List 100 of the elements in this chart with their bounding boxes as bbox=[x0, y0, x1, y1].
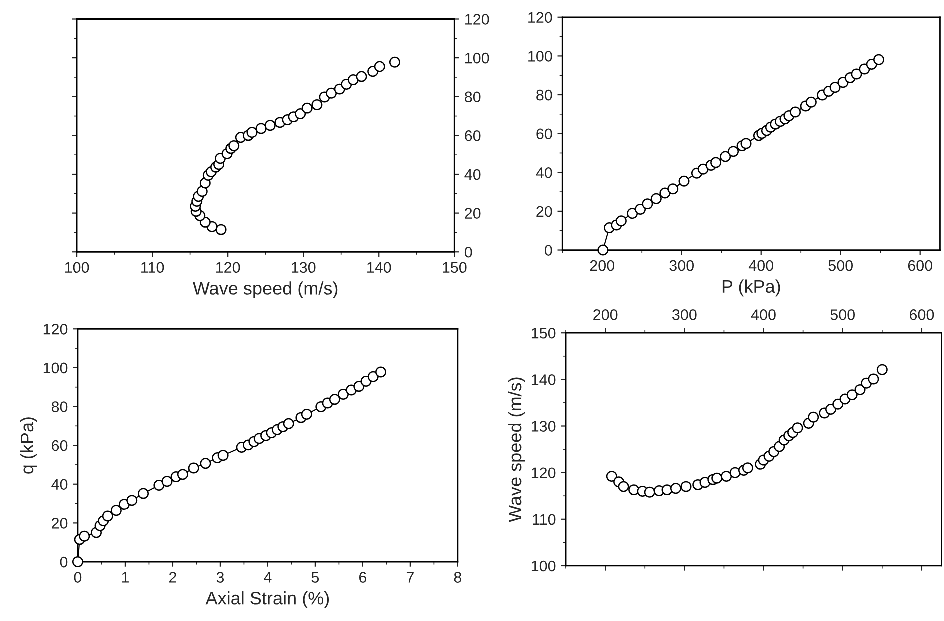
point bbox=[154, 480, 165, 492]
point bbox=[162, 476, 173, 488]
point bbox=[218, 450, 229, 462]
point bbox=[876, 364, 888, 376]
point bbox=[792, 422, 804, 434]
point bbox=[374, 61, 386, 72]
x-tick-label: 300 bbox=[672, 310, 697, 320]
x-tick-label: 600 bbox=[910, 310, 934, 320]
point bbox=[188, 462, 200, 474]
point bbox=[598, 244, 609, 256]
point bbox=[826, 404, 836, 415]
y-tick-label: 60 bbox=[536, 128, 552, 140]
y-tick-label: 40 bbox=[464, 169, 481, 180]
y-tick-label: 120 bbox=[528, 12, 552, 24]
point bbox=[874, 54, 884, 66]
y-axis-title: q (kPa) bbox=[20, 418, 38, 474]
y-tick-label: 0 bbox=[545, 245, 552, 256]
point bbox=[710, 157, 722, 168]
point bbox=[628, 484, 640, 496]
point bbox=[354, 381, 365, 392]
point bbox=[712, 472, 723, 484]
point bbox=[616, 216, 627, 227]
y-tick-label: 60 bbox=[465, 130, 481, 142]
point bbox=[806, 96, 817, 108]
point bbox=[338, 389, 349, 400]
point bbox=[72, 556, 84, 568]
point bbox=[830, 82, 841, 94]
x-axis-title: Wave speed (m/s) bbox=[193, 282, 338, 298]
point bbox=[670, 483, 682, 494]
point bbox=[627, 208, 638, 220]
point bbox=[138, 488, 150, 500]
point bbox=[808, 412, 820, 423]
point bbox=[228, 140, 240, 152]
point bbox=[216, 224, 227, 236]
point bbox=[662, 484, 673, 496]
y-tick-label: 20 bbox=[536, 206, 552, 218]
point bbox=[312, 100, 323, 111]
point bbox=[720, 151, 732, 162]
x-tick-label: 8 bbox=[454, 572, 462, 583]
y-tick-label: 40 bbox=[536, 168, 552, 178]
x-tick-label: 120 bbox=[216, 262, 240, 274]
point bbox=[680, 481, 692, 492]
point bbox=[635, 204, 646, 215]
x-tick-label: 500 bbox=[830, 310, 856, 320]
point bbox=[742, 462, 754, 474]
point bbox=[200, 458, 212, 470]
y-tick-label: 100 bbox=[44, 362, 68, 374]
point bbox=[177, 469, 188, 480]
point bbox=[368, 371, 379, 382]
point bbox=[302, 102, 313, 114]
x-tick-label: 4 bbox=[264, 572, 272, 583]
y-tick-label: 130 bbox=[532, 421, 556, 432]
point bbox=[356, 71, 368, 82]
y-tick-label: 110 bbox=[533, 514, 556, 526]
x-tick-label: 200 bbox=[594, 310, 618, 320]
point bbox=[246, 127, 258, 138]
point bbox=[668, 184, 679, 195]
x-tick-label: 130 bbox=[292, 262, 316, 274]
y-tick-label: 120 bbox=[44, 324, 68, 335]
point bbox=[618, 481, 630, 492]
point bbox=[740, 138, 752, 150]
point bbox=[606, 471, 618, 482]
x-tick-label: 400 bbox=[751, 310, 776, 320]
x-axis-title: P (kPa) bbox=[722, 280, 780, 297]
y-tick-label: 100 bbox=[466, 52, 490, 64]
x-tick-label: 500 bbox=[828, 260, 854, 272]
y-tick-label: 80 bbox=[465, 92, 481, 103]
y-tick-label: 120 bbox=[532, 468, 556, 479]
point bbox=[832, 398, 844, 410]
point bbox=[110, 505, 122, 516]
point bbox=[102, 510, 114, 522]
point bbox=[329, 394, 340, 406]
y-tick-label: 80 bbox=[536, 90, 552, 101]
x-tick-label: 1 bbox=[122, 572, 129, 583]
x-tick-label: 5 bbox=[312, 572, 320, 583]
x-tick-label: 110 bbox=[142, 262, 164, 274]
point bbox=[264, 120, 276, 132]
y-tick-label: 60 bbox=[52, 440, 68, 452]
point bbox=[348, 74, 359, 86]
point bbox=[868, 374, 880, 385]
x-axis-title: Axial Strain (%) bbox=[206, 592, 330, 608]
point bbox=[846, 390, 858, 401]
point bbox=[650, 193, 662, 204]
point bbox=[326, 88, 338, 99]
x-tick-label: 200 bbox=[590, 260, 615, 272]
point bbox=[660, 188, 671, 199]
x-tick-label: 100 bbox=[65, 262, 90, 274]
x-tick-label: 600 bbox=[908, 260, 932, 272]
x-tick-label: 7 bbox=[406, 572, 414, 583]
point bbox=[295, 108, 306, 120]
x-tick-label: 400 bbox=[748, 260, 774, 272]
point bbox=[196, 186, 208, 198]
point bbox=[730, 467, 741, 478]
y-tick-label: 0 bbox=[464, 246, 472, 258]
point bbox=[642, 198, 654, 210]
y-tick-label: 100 bbox=[532, 560, 556, 572]
y-tick-label: 20 bbox=[465, 208, 481, 219]
x-tick-label: 300 bbox=[670, 260, 694, 272]
point bbox=[389, 56, 400, 68]
point bbox=[126, 495, 138, 506]
